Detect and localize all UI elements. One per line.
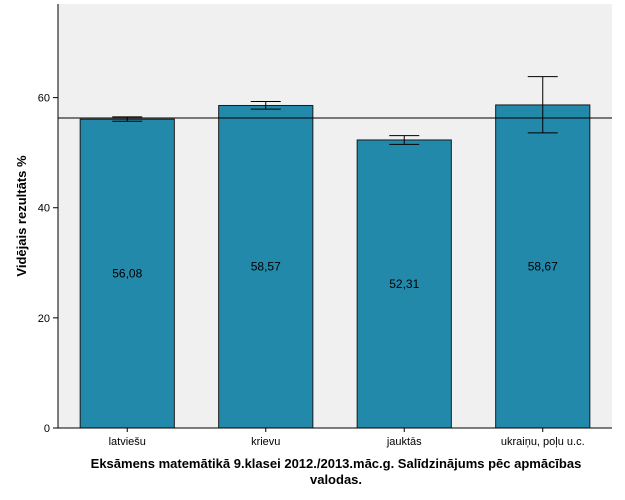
y-tick-label: 40 [38,203,50,215]
bars [79,104,591,429]
bar [356,139,452,429]
x-category-label: ukraiņu, poļu u.c. [501,436,585,448]
y-tick-label: 60 [38,93,50,105]
chart-caption: Eksāmens matemātikā 9.klasei 2012./2013.… [0,456,625,488]
x-category-label: jauktās [386,436,422,448]
x-category-label: latviešu [109,436,146,448]
x-category-label: krievu [251,436,280,448]
data-label: 52,31 [389,277,419,291]
caption-line-1: Eksāmens matemātikā 9.klasei 2012./2013.… [90,456,582,471]
error-bar [250,100,281,110]
caption-line-2: valodas. [309,472,363,487]
data-labels: 56,08 58,57 52,31 58,67 [112,259,558,291]
data-label: 56,08 [112,267,142,281]
error-bars [112,76,558,145]
y-tick-label: 20 [38,313,50,325]
x-axis-categories: latviešu krievu jauktās ukraiņu, poļu u.c. [109,428,585,448]
y-axis-ticks: 0 20 40 60 [38,93,58,435]
error-bar [527,76,558,134]
bar [79,118,175,429]
data-label: 58,67 [528,259,558,273]
y-tick-label: 0 [44,423,50,435]
data-label: 58,57 [251,260,281,274]
error-bar [389,135,420,145]
y-axis-label: Vidējais rezultāts % [14,155,29,277]
bar [495,104,591,429]
